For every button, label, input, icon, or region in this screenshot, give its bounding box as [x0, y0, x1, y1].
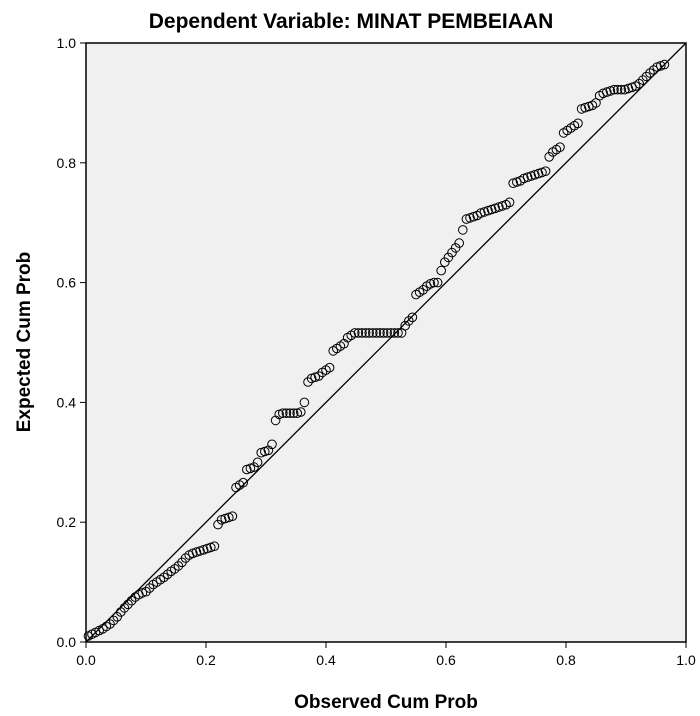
data-point-103	[454, 238, 465, 248]
data-points	[83, 59, 670, 641]
data-point-61	[303, 377, 313, 387]
y-axis-label: Expected Cum Prob	[14, 252, 35, 433]
data-point-59	[296, 407, 306, 417]
data-point-82	[378, 328, 389, 338]
chart-title: Dependent Variable: MINAT PEMBEIAAN	[149, 10, 554, 33]
data-point-81	[375, 328, 385, 338]
data-point-40	[227, 511, 238, 522]
data-point-155	[641, 71, 652, 82]
data-point-57	[288, 408, 299, 419]
x-tick-label: 0.4	[316, 652, 336, 668]
data-point-100	[443, 252, 454, 263]
data-point-128	[544, 152, 555, 162]
data-point-6	[105, 619, 115, 629]
data-point-89	[404, 316, 414, 326]
y-tick-label: 0.6	[57, 275, 77, 291]
data-point-78	[364, 328, 375, 338]
data-point-7	[108, 615, 119, 626]
data-point-74	[350, 328, 360, 338]
data-point-55	[281, 408, 292, 419]
y-tick-label: 0.4	[57, 394, 77, 410]
data-point-79	[368, 328, 378, 338]
data-point-16	[141, 586, 151, 597]
data-point-86	[393, 328, 403, 338]
data-point-97	[432, 277, 443, 288]
x-axis-ticks: 0.0 0.2 0.4 0.6 0.8 1.0	[76, 642, 696, 668]
data-point-27	[180, 553, 191, 563]
data-point-21	[159, 572, 169, 583]
data-point-76	[357, 328, 367, 338]
data-point-67	[324, 362, 335, 373]
data-point-77	[360, 328, 371, 338]
data-point-12	[126, 595, 137, 606]
x-tick-label: 1.0	[676, 652, 696, 668]
x-tick-label: 0.0	[76, 652, 96, 668]
y-tick-label: 0.2	[57, 514, 77, 530]
data-point-80	[371, 328, 382, 338]
data-point-131	[555, 142, 565, 152]
data-point-36	[213, 519, 223, 530]
data-point-47	[252, 457, 263, 468]
y-tick-label: 0.0	[57, 634, 77, 650]
data-point-146	[609, 84, 619, 95]
data-point-30	[191, 547, 202, 557]
data-point-35	[209, 541, 220, 552]
x-axis-label: Observed Cum Prob	[294, 692, 478, 713]
data-point-160	[659, 59, 670, 70]
data-point-83	[382, 328, 393, 338]
data-point-90	[407, 312, 418, 323]
data-point-75	[353, 328, 364, 338]
y-axis-ticks: 0.0 0.2 0.4 0.6 0.8 1.0	[57, 35, 86, 650]
data-point-10	[119, 603, 130, 613]
data-point-96	[429, 277, 439, 288]
data-point-93	[418, 285, 429, 295]
reference-diagonal-line	[85, 42, 687, 643]
data-point-25	[173, 561, 184, 571]
data-point-8	[112, 612, 122, 622]
data-point-117	[504, 197, 515, 208]
x-tick-label: 0.2	[196, 652, 216, 668]
data-point-84	[386, 328, 396, 338]
data-point-148	[616, 84, 627, 95]
data-point-11	[123, 599, 133, 610]
x-tick-label: 0.6	[436, 652, 456, 668]
data-point-98	[436, 265, 447, 276]
data-point-153	[634, 78, 645, 89]
data-point-154	[638, 75, 648, 85]
data-point-102	[450, 243, 461, 253]
data-point-157	[648, 65, 659, 75]
data-point-56	[285, 408, 295, 419]
data-point-43	[238, 477, 248, 488]
data-point-17	[144, 583, 155, 593]
data-point-64	[314, 371, 324, 381]
y-tick-label: 1.0	[57, 35, 77, 51]
data-point-24	[170, 564, 180, 574]
data-point-147	[612, 84, 623, 95]
data-point-51	[267, 439, 277, 450]
data-point-22	[162, 569, 173, 580]
data-point-99	[440, 257, 450, 268]
data-point-54	[278, 408, 288, 419]
data-point-136	[573, 118, 583, 129]
data-point-156	[645, 68, 655, 78]
y-tick-label: 0.8	[57, 155, 77, 171]
data-point-127	[540, 166, 551, 176]
data-point-85	[389, 328, 400, 338]
data-point-60	[299, 397, 310, 408]
data-point-46	[249, 462, 259, 472]
x-tick-label: 0.8	[556, 652, 576, 668]
data-point-104	[458, 225, 468, 235]
data-point-88	[400, 320, 411, 331]
